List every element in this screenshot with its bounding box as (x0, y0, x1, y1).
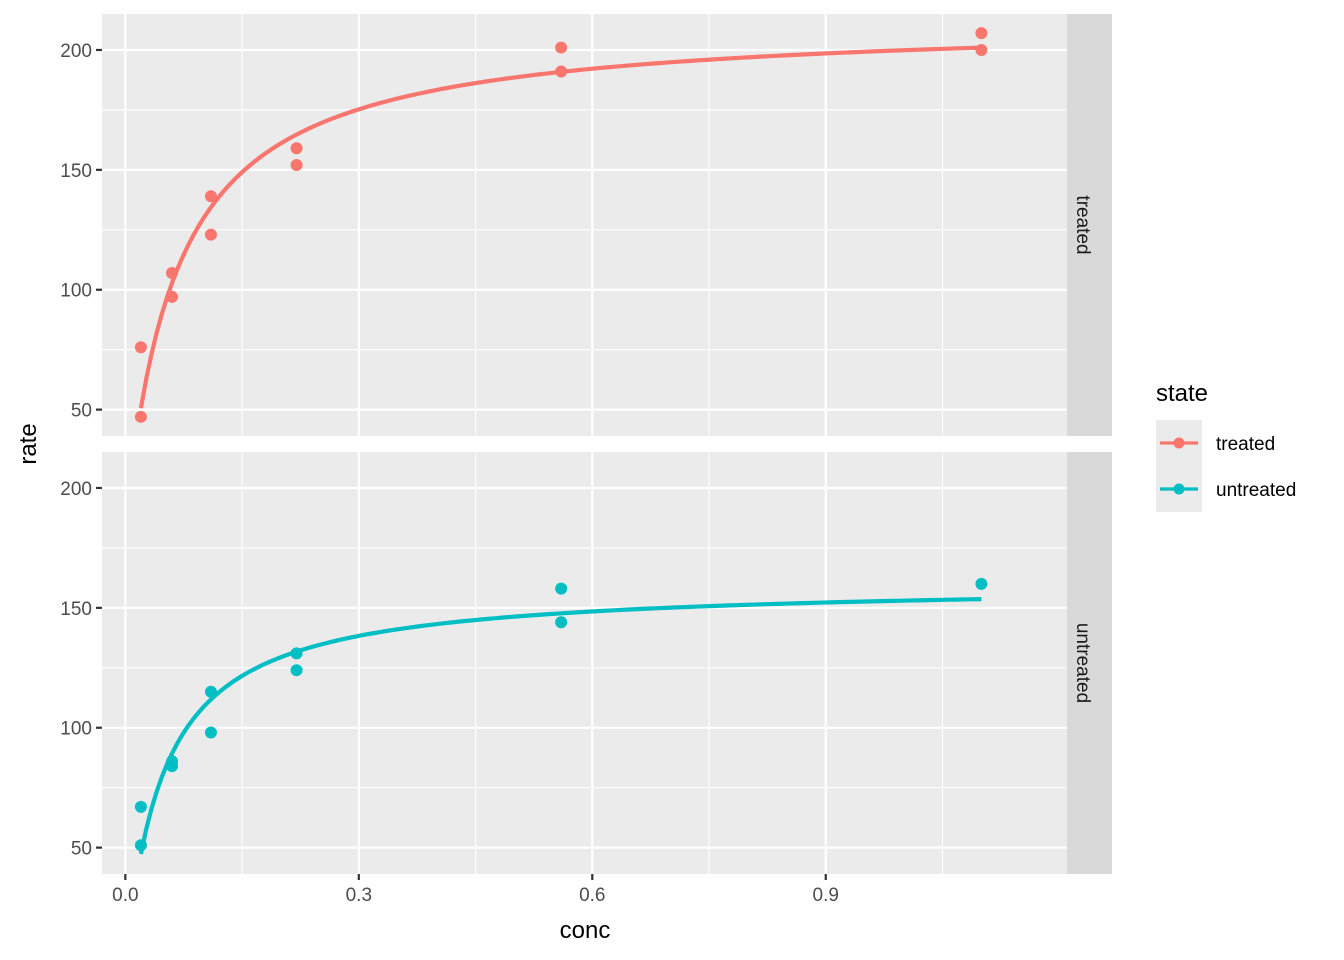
x-axis-title: conc (560, 917, 611, 944)
data-point (975, 27, 988, 40)
data-point (204, 726, 217, 739)
legend-key-point (1173, 437, 1185, 449)
legend-key-point (1173, 483, 1185, 495)
points-group (134, 577, 988, 852)
x-tick-label: 0.3 (346, 885, 372, 906)
legend-label-untreated: untreated (1216, 480, 1296, 501)
points-group (134, 27, 988, 423)
data-point (166, 755, 179, 768)
y-tick-label: 100 (60, 719, 92, 740)
data-point (204, 228, 217, 241)
facet-strip-background (1067, 14, 1112, 436)
data-point (555, 65, 568, 78)
y-axis: 50 100 150 200 (60, 41, 102, 422)
y-tick-label: 100 (60, 281, 92, 302)
major-gridlines (102, 452, 1067, 874)
y-tick-label: 200 (60, 41, 92, 62)
data-point (166, 266, 179, 279)
facet-strip-background (1067, 452, 1112, 874)
data-point (204, 685, 217, 698)
data-point (975, 43, 988, 56)
x-tick-label: 0.6 (579, 885, 605, 906)
y-axis: 50 100 150 200 (60, 479, 102, 860)
panel-treated: 50 100 150 200 treated (60, 14, 1112, 436)
x-tick-label: 0.0 (112, 885, 138, 906)
panel-background (102, 14, 1067, 436)
y-tick-label: 200 (60, 479, 92, 500)
y-tick-label: 150 (60, 599, 92, 620)
facet-strip-label: untreated (1072, 623, 1093, 703)
data-point (134, 839, 147, 852)
data-point (290, 159, 303, 172)
fit-curve-group (138, 597, 982, 855)
panel-background (102, 452, 1067, 874)
y-axis-title: rate (15, 423, 42, 464)
legend-entry-untreated: untreated (1156, 466, 1296, 512)
panel-untreated: 50 100 150 200 untreated (60, 452, 1112, 874)
legend-label-treated: treated (1216, 434, 1275, 455)
data-point (290, 142, 303, 155)
data-point (166, 290, 179, 303)
data-point (134, 410, 147, 423)
minor-gridlines (102, 452, 1067, 874)
data-point (134, 800, 147, 813)
y-tick-label: 50 (71, 401, 92, 422)
data-point (555, 616, 568, 629)
data-point (134, 341, 147, 354)
y-tick-label: 50 (71, 839, 92, 860)
x-tick-label: 0.9 (813, 885, 839, 906)
data-point (290, 647, 303, 660)
x-axis: 0.0 0.3 0.6 0.9 (112, 874, 839, 906)
data-point (204, 190, 217, 203)
data-point (290, 664, 303, 677)
legend-entry-treated: treated (1156, 420, 1275, 466)
legend-title: state (1156, 380, 1208, 407)
data-point (555, 582, 568, 595)
facet-strip-label: treated (1072, 195, 1093, 254)
data-point (975, 577, 988, 590)
legend: state treated untreated (1156, 380, 1296, 512)
fit-curve (138, 597, 982, 855)
data-point (555, 41, 568, 54)
y-tick-label: 150 (60, 161, 92, 182)
